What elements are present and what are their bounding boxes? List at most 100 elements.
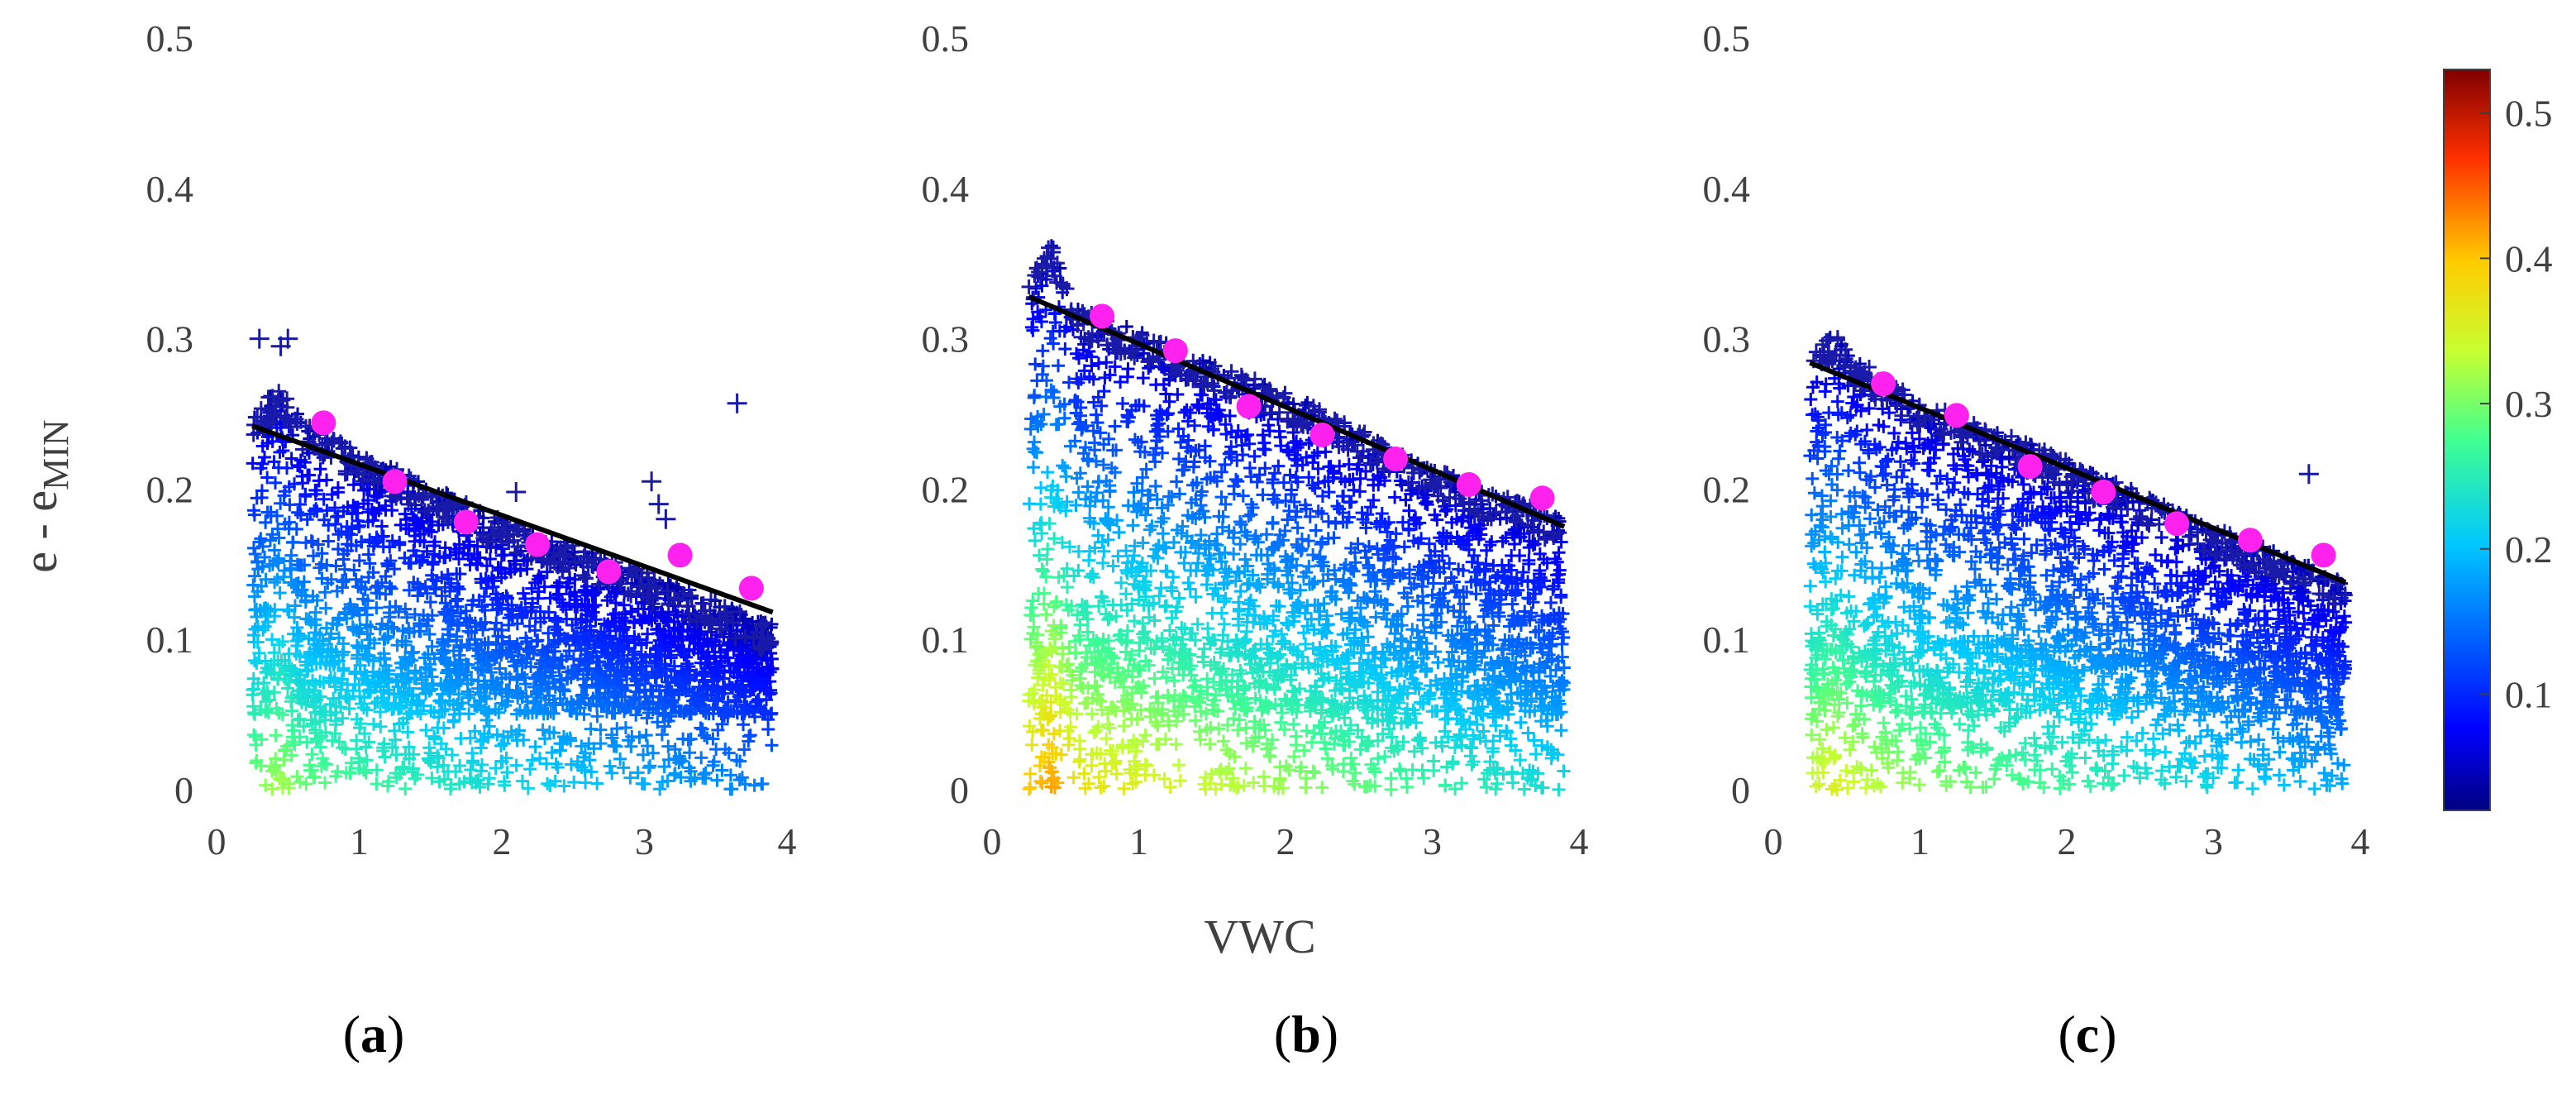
scatter-point — [1117, 719, 1131, 733]
scatter-point — [1236, 489, 1250, 503]
scatter-point — [1429, 645, 1443, 659]
scatter-point — [435, 589, 449, 603]
scatter-point — [756, 776, 770, 791]
scatter-point — [1266, 472, 1280, 486]
scatter-point — [336, 711, 350, 725]
scatter-point — [490, 728, 504, 742]
scatter-point — [1227, 547, 1241, 561]
scatter-point — [1037, 407, 1051, 421]
scatter-outlier — [249, 328, 270, 349]
scatter-point — [578, 678, 592, 692]
scatter-point — [1039, 608, 1053, 622]
scatter-point — [423, 595, 437, 609]
scatter-point — [370, 763, 384, 777]
scatter-point — [613, 752, 627, 766]
scatter-point — [1413, 731, 1427, 745]
scatter-point — [1309, 523, 1323, 537]
scatter-point — [1427, 754, 1441, 768]
panel-a: 0 1 2 3 400.10.20.30.40.5(a) — [146, 17, 797, 1063]
scatter-point — [1238, 762, 1252, 776]
scatter-point — [401, 725, 415, 739]
scatter-point — [422, 627, 436, 641]
x-tick-label: 3 — [635, 820, 654, 862]
scatter-point — [637, 777, 651, 791]
mean-point — [311, 410, 336, 436]
scatter-point — [1351, 594, 1365, 608]
scatter-point — [698, 729, 712, 743]
scatter-point — [451, 592, 465, 606]
scatter-point — [661, 739, 675, 753]
scatter-point — [1450, 583, 1464, 597]
scatter-point — [1128, 432, 1142, 447]
scatter-point — [254, 532, 268, 546]
scatter-point — [1360, 780, 1374, 794]
scatter-point — [306, 549, 320, 563]
scatter-point — [461, 690, 475, 705]
scatter-point — [1205, 606, 1219, 620]
scatter-point — [1301, 534, 1315, 548]
y-tick-label: 0.4 — [146, 168, 194, 210]
scatter-point — [1041, 542, 1055, 557]
scatter-point — [494, 738, 508, 752]
scatter-point — [1191, 556, 1205, 570]
scatter-point — [629, 708, 643, 722]
scatter-point — [653, 782, 667, 796]
scatter-point — [1352, 485, 1367, 499]
scatter-point — [1529, 747, 1543, 761]
scatter-point — [590, 776, 604, 791]
scatter-point — [305, 748, 319, 762]
scatter-outlier — [727, 393, 747, 413]
scatter-point — [298, 456, 312, 470]
scatter-point — [1170, 475, 1184, 489]
scatter-point — [761, 722, 775, 736]
scatter-point — [443, 782, 457, 796]
scatter-point — [536, 723, 550, 737]
scatter-point — [260, 704, 274, 718]
scatter-point — [285, 536, 299, 550]
scatter-point — [1173, 774, 1187, 788]
scatter-point — [1062, 732, 1076, 746]
scatter-point — [1112, 525, 1126, 539]
scatter-point — [1028, 389, 1042, 403]
scatter-point — [526, 596, 540, 610]
scatter-point — [737, 718, 751, 732]
scatter-point — [322, 534, 336, 548]
scatter-point — [424, 704, 438, 718]
scatter-point — [1094, 781, 1108, 795]
scatter-point — [332, 735, 346, 749]
scatter-point — [1147, 671, 1162, 686]
scatter-point — [1148, 455, 1162, 469]
scatter-point — [640, 711, 654, 725]
scatter-point — [1431, 656, 1445, 670]
scatter-point — [1109, 443, 1123, 457]
scatter-point — [252, 646, 266, 660]
scatter-point — [1041, 466, 1055, 480]
scatter-point — [1243, 461, 1257, 475]
scatter-point — [384, 581, 398, 595]
scatter-point — [419, 724, 433, 738]
scatter-point — [556, 682, 570, 696]
mean-point — [382, 469, 408, 494]
scatter-point — [408, 772, 422, 786]
scatter-point — [317, 492, 331, 506]
scatter-point — [617, 761, 631, 775]
scatter-point — [1384, 782, 1398, 796]
scatter-point — [378, 750, 392, 764]
scatter-point — [1091, 356, 1105, 370]
scatter-point — [550, 579, 564, 593]
scatter-point — [1026, 609, 1040, 623]
mean-point — [453, 509, 479, 535]
scatter-point — [655, 728, 669, 742]
scatter-point — [1033, 497, 1047, 511]
scatter-point — [1321, 514, 1335, 528]
y-tick-label: 0.5 — [146, 17, 194, 60]
scatter-point — [541, 776, 555, 791]
scatter-point — [1115, 397, 1129, 411]
scatter-point — [1171, 758, 1185, 772]
scatter-point — [747, 778, 761, 792]
scatter-point — [370, 777, 384, 791]
scatter-point — [336, 741, 350, 755]
scatter-point — [631, 766, 645, 780]
scatter-point — [313, 462, 327, 476]
